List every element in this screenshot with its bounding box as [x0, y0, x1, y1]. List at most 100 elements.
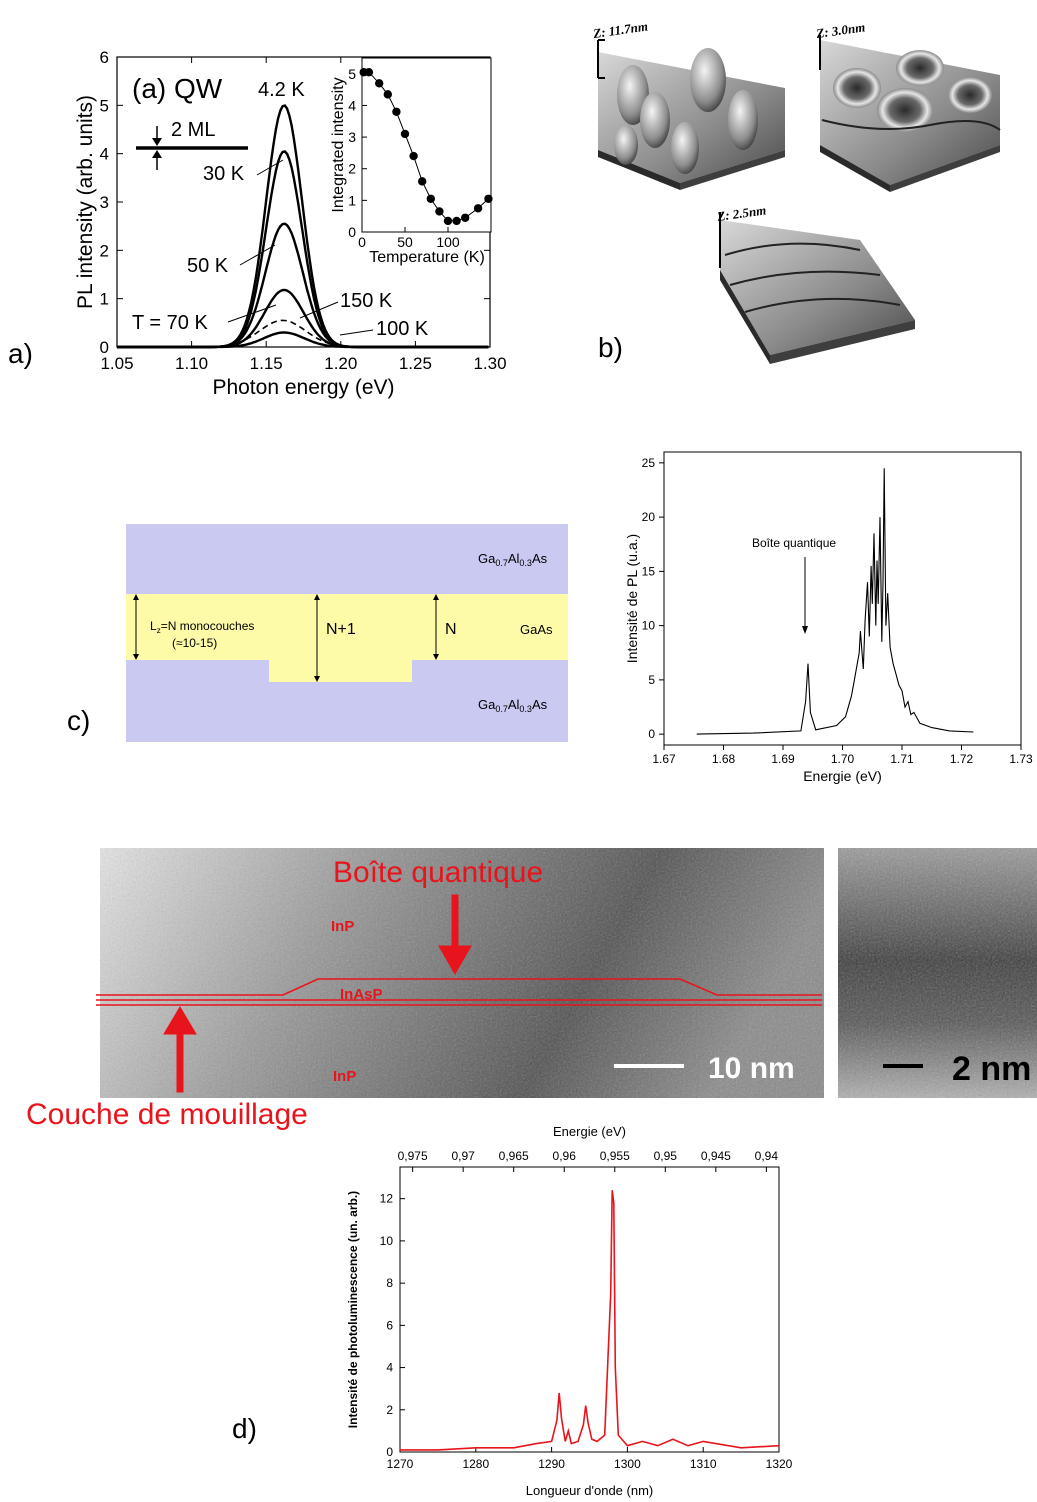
- d-y-tick-label: 4: [386, 1361, 393, 1375]
- d-x-tick-label: 1310: [690, 1457, 717, 1471]
- inp-top-label: InP: [331, 918, 354, 935]
- inset-x-label: Temperature (K): [369, 249, 485, 266]
- pl-fr-chart: 1.67 1.68 1.69 1.70 1.71 1.72 1.73 0 5 10 15 20 25 En…: [624, 451, 1033, 784]
- x-axis-label: Photon energy (eV): [212, 376, 394, 399]
- wetting-layer-label: Couche de mouillage: [26, 1098, 308, 1131]
- d-y-tick-label: 12: [380, 1192, 394, 1206]
- inp-bottom-label: InP: [333, 1068, 356, 1085]
- leader-100k: [339, 329, 374, 336]
- inset-y-tick-label: 3: [348, 129, 356, 145]
- n-label: N: [445, 621, 457, 638]
- d-spectrum-line: [400, 1190, 780, 1451]
- layer-gaas: [126, 594, 568, 660]
- d-y-tick-label: 0: [386, 1445, 393, 1459]
- inset-point: [452, 216, 461, 226]
- qw-schematic: Lz=N monocouches (≈10-15) N+1 N GaAs Ga0…: [126, 524, 568, 742]
- temp-label: 50 K: [187, 255, 229, 277]
- d-x2-tick-label: 0,95: [654, 1149, 678, 1163]
- temp-label: 4.2 K: [258, 79, 305, 101]
- leader-150k: [299, 301, 339, 319]
- inset-x-tick-label: 50: [397, 234, 413, 250]
- lz-range: (≈10-15): [172, 636, 217, 650]
- x-tick-label: 1.10: [175, 354, 208, 373]
- d-x2-label: Energie (eV): [553, 1124, 626, 1139]
- d-x-tick-label: 1290: [538, 1457, 565, 1471]
- afm-image-peaks: [597, 39, 785, 190]
- inset-y-tick-label: 1: [348, 192, 356, 208]
- d-x-label: Longueur d'onde (nm): [526, 1483, 654, 1498]
- d-x2-tick-label: 0,975: [398, 1149, 428, 1163]
- inset-y-tick-label: 5: [348, 66, 356, 82]
- y-tick-label: 1: [100, 290, 109, 309]
- temp-label: 100 K: [376, 318, 429, 340]
- gaas-step: [269, 660, 412, 682]
- n-plus-1-label: N+1: [326, 621, 356, 638]
- leader-30k: [256, 159, 284, 176]
- fr-x-label: Energie (eV): [803, 768, 882, 784]
- d-y-tick-label: 8: [386, 1276, 393, 1290]
- pl-curve-5: [117, 331, 489, 349]
- tem-image-main: [100, 848, 824, 1098]
- x-tick-label: 1.25: [399, 354, 432, 373]
- panel-a-title: (a) QW: [132, 73, 223, 104]
- leader-50k: [239, 244, 276, 266]
- fr-x-tick-label: 1.67: [652, 752, 676, 766]
- gaas-label: GaAs: [520, 622, 553, 637]
- fr-x-tick-label: 1.71: [890, 752, 914, 766]
- inset-point: [392, 107, 401, 116]
- d-x2-tick-label: 0,945: [701, 1149, 731, 1163]
- inset-point: [418, 177, 427, 186]
- inset-point: [426, 194, 435, 203]
- fr-x-tick-label: 1.69: [771, 752, 795, 766]
- d-x-tick-label: 1320: [766, 1457, 793, 1471]
- bottom-layer-label: Ga0.7Al0.3As: [478, 697, 548, 714]
- y-tick-label: 4: [100, 145, 109, 164]
- inset-point: [443, 216, 453, 226]
- fr-y-tick-label: 20: [642, 510, 656, 524]
- top-layer-label: Ga0.7Al0.3As: [478, 551, 548, 568]
- dot-outline: [96, 978, 822, 1006]
- scale-10nm: 10 nm: [708, 1052, 795, 1085]
- inset-y-label: Integrated intensity: [330, 77, 347, 212]
- y-axis-label: PL intensity (arb. units): [74, 95, 97, 309]
- fr-y-tick-label: 5: [648, 673, 655, 687]
- inset-point: [461, 213, 470, 222]
- fr-annotation: Boîte quantique: [752, 536, 836, 550]
- afm-images: Z: 11.7nm Z: 3.0nm Z: 2.5nm: [591, 18, 1001, 364]
- fr-y-label: Intensité de PL (u.a.): [624, 534, 640, 663]
- ml-arrowhead-bottom: [152, 150, 162, 158]
- fr-annotation-arrowhead: [802, 626, 808, 634]
- tem-images: Boîte quantique InP InAsP InP 10 nm 2 nm…: [26, 848, 1037, 1131]
- y-tick-label: 5: [100, 96, 109, 115]
- afm-label-3: Z: 2.5nm: [715, 202, 767, 224]
- inset-point: [409, 151, 418, 161]
- inset-point: [364, 68, 374, 77]
- fr-y-tick-label: 15: [642, 564, 656, 578]
- fr-y-tick-label: 10: [642, 619, 656, 633]
- d-y-tick-label: 10: [380, 1234, 394, 1248]
- lz-label: Lz=N monocouches: [150, 619, 254, 635]
- d-y-tick-label: 6: [386, 1318, 393, 1332]
- d-y-tick-label: 2: [386, 1403, 393, 1417]
- d-x-tick-label: 1300: [614, 1457, 641, 1471]
- inset-x-tick-label: 100: [436, 234, 460, 250]
- panel-label-d: d): [232, 1413, 257, 1444]
- fr-y-tick-label: 25: [642, 456, 656, 470]
- y-tick-label: 0: [100, 338, 109, 357]
- y-tick-label: 2: [100, 241, 109, 260]
- inset-point: [400, 129, 410, 139]
- fr-x-tick-label: 1.72: [950, 752, 974, 766]
- x-tick-label: 1.15: [250, 354, 283, 373]
- fr-y-tick-label: 0: [648, 727, 655, 741]
- panel-label-b: b): [598, 332, 623, 363]
- inset-point: [383, 90, 392, 99]
- d-x2-tick-label: 0,96: [553, 1149, 577, 1163]
- d-x2-tick-label: 0,965: [499, 1149, 529, 1163]
- fr-x-tick-label: 1.70: [831, 752, 855, 766]
- inset-x-tick-label: 0: [358, 234, 366, 250]
- afm-image-rings: [819, 35, 1001, 192]
- fr-x-tick-label: 1.68: [712, 752, 736, 766]
- inset-y-tick-label: 2: [348, 161, 356, 177]
- y-tick-label: 3: [100, 193, 109, 212]
- temp-label: T = 70 K: [132, 312, 208, 334]
